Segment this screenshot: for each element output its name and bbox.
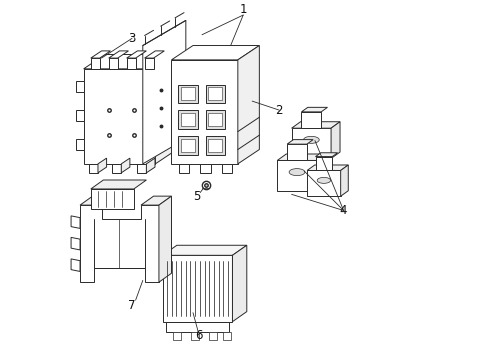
- Bar: [205, 85, 225, 103]
- Polygon shape: [98, 158, 107, 173]
- Polygon shape: [159, 196, 171, 282]
- Polygon shape: [80, 196, 114, 205]
- Text: 7: 7: [128, 299, 136, 312]
- Bar: [181, 139, 195, 152]
- Polygon shape: [287, 140, 313, 144]
- Bar: [208, 113, 222, 126]
- Polygon shape: [292, 122, 340, 128]
- Polygon shape: [126, 51, 147, 58]
- Text: 6: 6: [195, 329, 202, 342]
- Ellipse shape: [303, 136, 319, 143]
- Bar: [205, 136, 225, 155]
- Bar: [221, 164, 232, 173]
- Polygon shape: [89, 164, 98, 173]
- Polygon shape: [163, 245, 247, 255]
- Bar: [178, 136, 197, 155]
- Polygon shape: [91, 180, 147, 189]
- Bar: [179, 164, 190, 173]
- Text: 3: 3: [128, 32, 136, 45]
- Polygon shape: [91, 51, 111, 58]
- Bar: [223, 332, 231, 339]
- Bar: [166, 321, 229, 332]
- Polygon shape: [84, 54, 177, 69]
- Polygon shape: [317, 154, 326, 191]
- Polygon shape: [307, 165, 348, 171]
- Bar: [205, 111, 225, 129]
- Polygon shape: [277, 161, 317, 191]
- Polygon shape: [331, 122, 340, 158]
- Polygon shape: [238, 45, 259, 164]
- Polygon shape: [76, 110, 84, 121]
- Bar: [208, 87, 222, 100]
- Bar: [173, 332, 181, 339]
- Polygon shape: [172, 60, 238, 164]
- Polygon shape: [84, 69, 155, 164]
- Polygon shape: [277, 154, 326, 161]
- Polygon shape: [155, 54, 177, 164]
- Polygon shape: [172, 45, 259, 60]
- Polygon shape: [109, 51, 128, 58]
- Polygon shape: [91, 189, 134, 209]
- Polygon shape: [141, 196, 171, 205]
- Polygon shape: [147, 158, 155, 173]
- Polygon shape: [145, 51, 164, 58]
- Bar: [178, 111, 197, 129]
- Polygon shape: [71, 259, 80, 271]
- Text: 2: 2: [275, 104, 283, 117]
- Polygon shape: [163, 255, 232, 321]
- Polygon shape: [301, 112, 321, 128]
- Polygon shape: [292, 128, 331, 158]
- Polygon shape: [232, 245, 247, 321]
- Polygon shape: [126, 58, 136, 69]
- Polygon shape: [91, 58, 100, 69]
- Text: 4: 4: [340, 204, 347, 217]
- Polygon shape: [76, 81, 84, 92]
- Polygon shape: [122, 158, 130, 173]
- Bar: [191, 332, 199, 339]
- Text: 5: 5: [193, 190, 200, 203]
- Ellipse shape: [317, 177, 331, 183]
- Polygon shape: [71, 237, 80, 250]
- Polygon shape: [316, 157, 332, 171]
- Ellipse shape: [289, 168, 305, 176]
- Polygon shape: [145, 58, 153, 69]
- Polygon shape: [341, 165, 348, 196]
- Polygon shape: [316, 153, 338, 157]
- Polygon shape: [301, 107, 327, 112]
- Polygon shape: [143, 21, 186, 164]
- Bar: [200, 164, 211, 173]
- Polygon shape: [307, 171, 341, 196]
- Bar: [181, 87, 195, 100]
- Polygon shape: [109, 58, 118, 69]
- Polygon shape: [80, 205, 159, 282]
- Bar: [181, 113, 195, 126]
- Polygon shape: [112, 164, 122, 173]
- Polygon shape: [287, 144, 307, 161]
- Polygon shape: [76, 139, 84, 149]
- Bar: [208, 139, 222, 152]
- Text: 1: 1: [240, 3, 247, 16]
- Bar: [178, 85, 197, 103]
- Polygon shape: [71, 216, 80, 228]
- Bar: [209, 332, 217, 339]
- Polygon shape: [137, 164, 147, 173]
